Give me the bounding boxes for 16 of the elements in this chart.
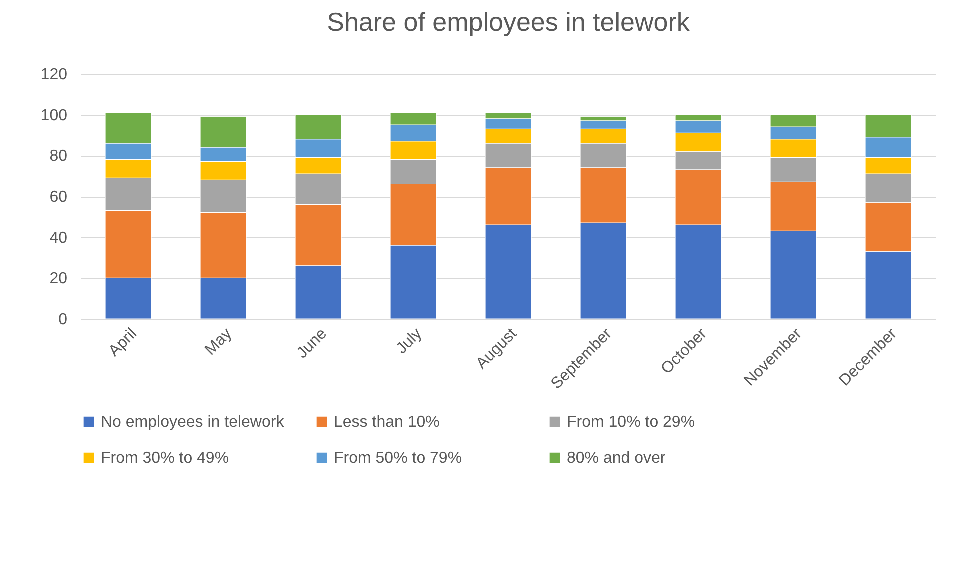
y-tick-label: 60 <box>50 189 68 206</box>
legend-label: From 10% to 29% <box>567 414 696 432</box>
y-tick-label: 120 <box>40 66 68 84</box>
x-tick-label: May <box>202 326 236 359</box>
y-tick-label: 0 <box>58 312 68 328</box>
chart-title: Share of employees in telework <box>327 7 691 37</box>
legend-label: From 50% to 79% <box>334 450 462 467</box>
legend-label: 80% and over <box>567 450 666 467</box>
legend-label: From 30% to 49% <box>101 450 230 467</box>
y-tick-label: 20 <box>50 270 68 288</box>
y-tick-label: 100 <box>40 107 68 124</box>
legend-label: Less than 10% <box>334 414 440 432</box>
y-tick-label: 40 <box>50 230 68 247</box>
legend-label: No employees in telework <box>101 414 286 432</box>
y-tick-label: 80 <box>50 148 68 166</box>
x-tick-label: July <box>393 326 426 358</box>
